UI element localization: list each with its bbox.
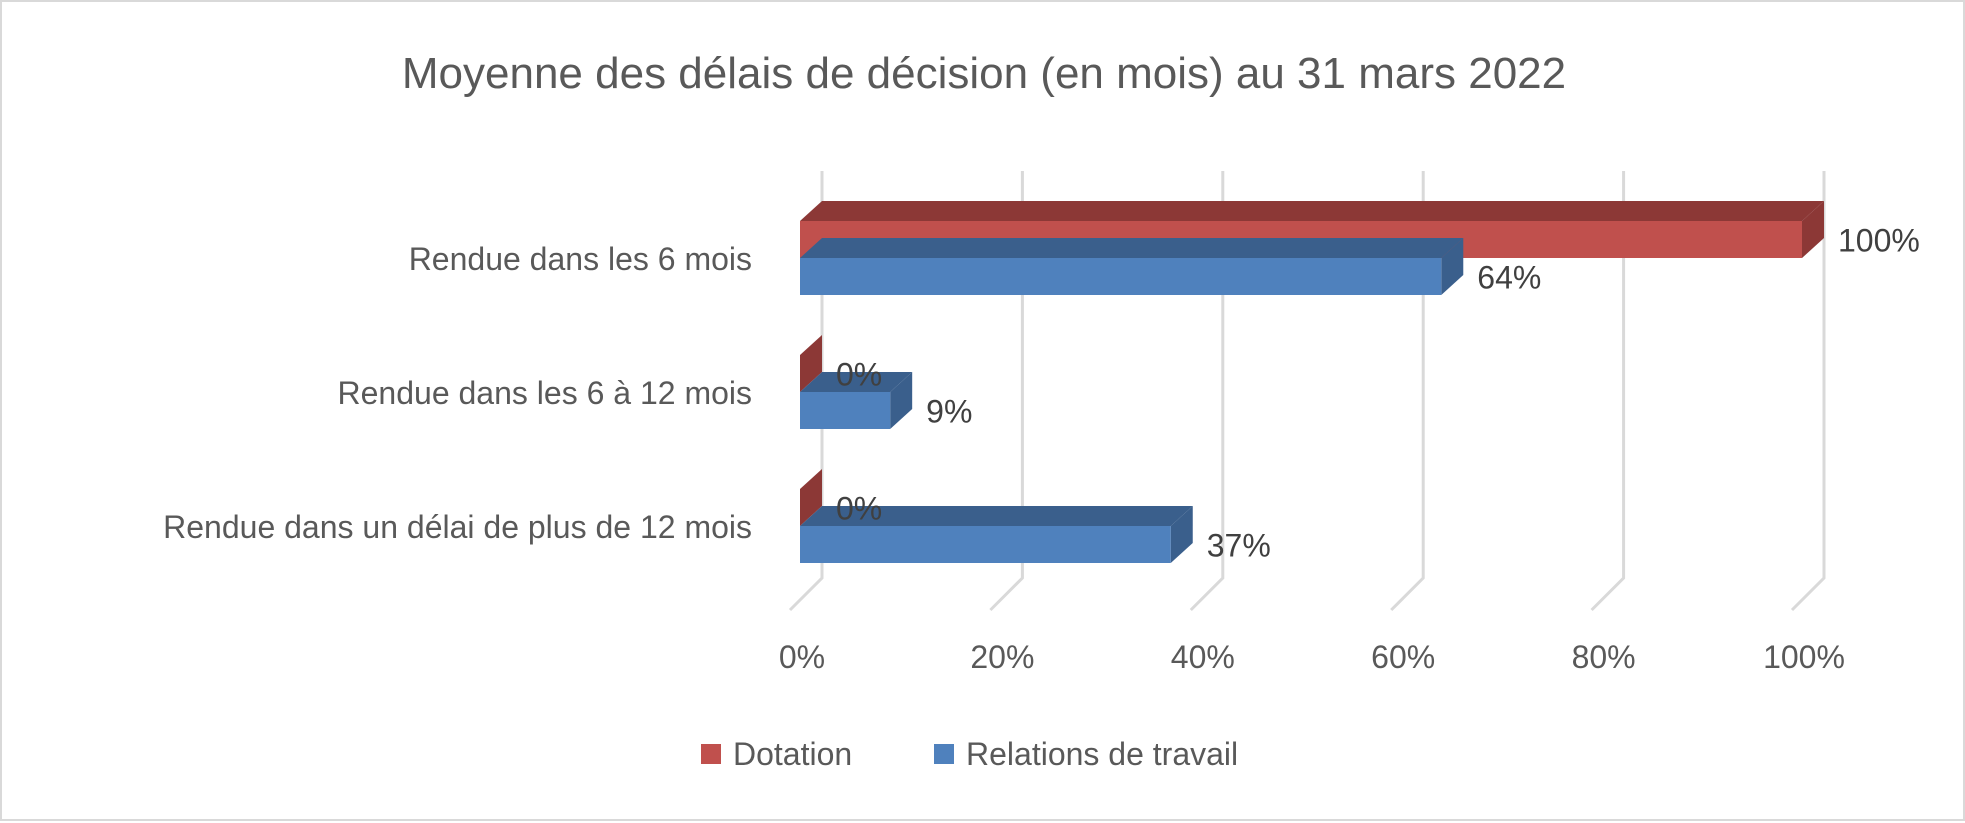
bar-front-face [800, 392, 891, 429]
x-tick-label: 0% [779, 639, 825, 675]
category-label: Rendue dans un délai de plus de 12 mois [163, 509, 752, 545]
bar-side-face [890, 372, 913, 429]
data-label: 0% [836, 491, 882, 527]
chart-title: Moyenne des délais de décision (en mois)… [402, 49, 1566, 98]
x-tick-label: 40% [1171, 639, 1235, 675]
x-tick-label: 80% [1572, 639, 1636, 675]
legend-swatch-dotation [701, 744, 721, 764]
data-label: 9% [926, 394, 972, 430]
bar-relations-de-travail [800, 238, 1464, 295]
bar-top-face [800, 506, 1193, 526]
bar-side-face [1802, 201, 1824, 258]
x-tick-label: 20% [970, 639, 1034, 675]
data-label: 100% [1838, 223, 1920, 259]
data-label: 37% [1207, 528, 1271, 564]
legend-label-relations: Relations de travail [966, 736, 1238, 772]
x-tick-label: 60% [1371, 639, 1435, 675]
bar-side-face [800, 469, 822, 526]
bar-side-face [800, 335, 822, 392]
bar-dotation [800, 469, 822, 526]
bar-relations-de-travail [800, 506, 1193, 563]
bar-top-face [800, 372, 913, 392]
legend-label-dotation: Dotation [733, 736, 852, 772]
bar-dotation [800, 335, 822, 392]
gridline [1790, 171, 1826, 612]
category-label: Rendue dans les 6 mois [409, 241, 752, 277]
x-tick-label: 100% [1763, 639, 1845, 675]
category-label: Rendue dans les 6 à 12 mois [338, 375, 752, 411]
data-label: 64% [1477, 260, 1541, 296]
bar-front-face [800, 258, 1442, 295]
gridline [1189, 171, 1225, 612]
gridline [788, 171, 824, 612]
legend: Dotation Relations de travail [701, 736, 1238, 772]
gridline [1390, 171, 1425, 612]
bar-top-face [800, 238, 1464, 258]
bar-side-face [1170, 506, 1193, 563]
bar-top-face [800, 201, 1824, 221]
bar-relations-de-travail [800, 372, 913, 429]
gridline [989, 171, 1024, 612]
bar-front-face [800, 526, 1171, 563]
gridline [1590, 171, 1626, 612]
bar-side-face [1441, 238, 1464, 295]
data-label: 0% [836, 357, 882, 393]
legend-swatch-relations [934, 744, 954, 764]
